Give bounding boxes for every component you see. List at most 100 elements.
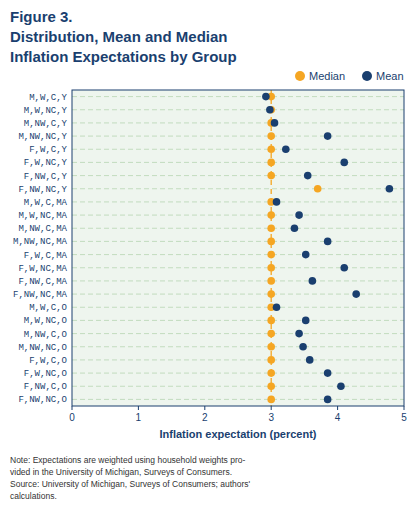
dot	[324, 238, 332, 246]
chart: Figure 3. Distribution, Mean and Median In…	[0, 0, 420, 519]
x-tick-label: 1	[136, 412, 142, 423]
dot	[267, 132, 275, 140]
grid-line	[72, 307, 404, 308]
grid-line	[72, 399, 404, 400]
dot	[306, 356, 314, 364]
x-tick-label: 4	[335, 412, 341, 423]
title: Inflation Expectations by Group	[10, 48, 237, 65]
dot	[267, 277, 275, 285]
y-tick-label: M,NW,C,Y	[24, 119, 68, 129]
y-tick-label: M,W,C,O	[29, 303, 67, 313]
dot	[267, 356, 275, 364]
grid-line	[72, 228, 404, 229]
x-tick-label: 3	[268, 412, 274, 423]
dot	[267, 251, 275, 259]
dot	[291, 224, 299, 232]
dot	[267, 343, 275, 351]
x-tick	[138, 406, 139, 410]
y-tick-label: F,NW,NC,Y	[18, 185, 67, 195]
legend: Mean Median	[295, 70, 404, 82]
dot	[340, 159, 348, 167]
y-tick-label: F,NW,C,O	[24, 382, 67, 392]
plot-marks	[262, 90, 393, 406]
dot	[273, 198, 281, 206]
grid-line	[72, 386, 404, 387]
y-tick-label: M,W,C,MA	[24, 198, 68, 208]
legend-label: Median	[309, 70, 345, 82]
grid-line	[72, 333, 404, 334]
dot	[267, 382, 275, 390]
y-tick-label: F,NW,NC,O	[18, 395, 67, 405]
dot	[299, 343, 307, 351]
grid-line	[72, 346, 404, 347]
dot	[267, 159, 275, 167]
x-axis-label: Inflation expectation (percent)	[159, 428, 316, 440]
title: Distribution, Mean and Median	[10, 28, 228, 45]
y-tick-label: M,W,NC,MA	[18, 211, 67, 221]
dot	[324, 132, 332, 140]
y-tick-label: M,W,NC,Y	[24, 106, 68, 116]
dot	[267, 369, 275, 377]
x-tick-label: 0	[69, 412, 75, 423]
grid-line	[72, 96, 404, 97]
dot	[271, 119, 279, 127]
grid-line	[72, 215, 404, 216]
dot	[267, 172, 275, 180]
x-tick-label: 2	[202, 412, 208, 423]
dot	[282, 145, 290, 153]
x-tick-label: 5	[401, 412, 407, 423]
dot	[267, 145, 275, 153]
dot	[267, 330, 275, 338]
grid-line	[72, 267, 404, 268]
x-tick	[271, 406, 272, 410]
dot	[295, 211, 303, 219]
dot	[352, 290, 360, 298]
note: Source: University of Michigan, Surveys …	[10, 479, 251, 489]
x-tick	[404, 406, 405, 410]
note: calculations.	[10, 491, 57, 501]
dot	[302, 317, 310, 325]
y-tick-label: M,W,C,Y	[29, 93, 67, 103]
dot	[267, 317, 275, 325]
plot-background	[72, 90, 404, 406]
dot	[324, 396, 332, 404]
grid-line	[72, 162, 404, 163]
dot	[267, 224, 275, 232]
dot	[267, 211, 275, 219]
x-tick	[337, 406, 338, 410]
grid-line	[72, 175, 404, 176]
note: vided in the University of Michigan, Sur…	[10, 467, 232, 477]
y-tick-label: M,NW,C,MA	[18, 224, 67, 234]
dot	[267, 238, 275, 246]
title: Figure 3.	[10, 8, 73, 25]
note: Note: Expectations are weighted using ho…	[10, 455, 245, 465]
grid-line	[72, 109, 404, 110]
dot	[266, 106, 274, 114]
y-tick-label: M,NW,NC,Y	[18, 132, 67, 142]
dot	[267, 396, 275, 404]
grid-line	[72, 359, 404, 360]
y-tick-label: M,NW,C,O	[24, 330, 67, 340]
y-tick-label: M,NW,NC,MA	[13, 237, 68, 247]
y-tick-label: F,W,NC,MA	[18, 264, 67, 274]
y-tick-label: F,NW,NC,MA	[13, 290, 68, 300]
dot	[267, 290, 275, 298]
y-tick-label: M,W,NC,O	[24, 316, 67, 326]
dot	[262, 93, 270, 101]
y-tick-label: F,NW,C,MA	[18, 277, 67, 287]
grid-line	[72, 188, 404, 189]
grid-line	[72, 149, 404, 150]
legend-label: Mean	[376, 70, 404, 82]
dot	[309, 277, 317, 285]
dot	[324, 369, 332, 377]
y-tick-label: F,W,C,MA	[24, 251, 68, 261]
dot	[273, 303, 281, 311]
dot	[304, 172, 312, 180]
plot-frame	[72, 90, 404, 406]
grid-line	[72, 280, 404, 281]
grid-line	[72, 136, 404, 137]
y-tick-label: F,W,C,Y	[29, 145, 67, 155]
y-tick-label: F,W,NC,Y	[24, 158, 68, 168]
dot	[302, 251, 310, 259]
x-tick	[204, 406, 205, 410]
